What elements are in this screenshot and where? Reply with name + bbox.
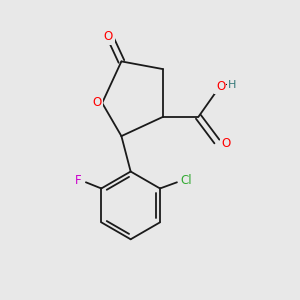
Text: Cl: Cl: [180, 174, 192, 187]
Text: O: O: [104, 30, 113, 43]
Text: O: O: [216, 80, 225, 92]
Text: O: O: [92, 97, 101, 110]
Text: H: H: [228, 80, 236, 89]
Text: F: F: [75, 174, 82, 187]
Text: O: O: [221, 137, 231, 150]
